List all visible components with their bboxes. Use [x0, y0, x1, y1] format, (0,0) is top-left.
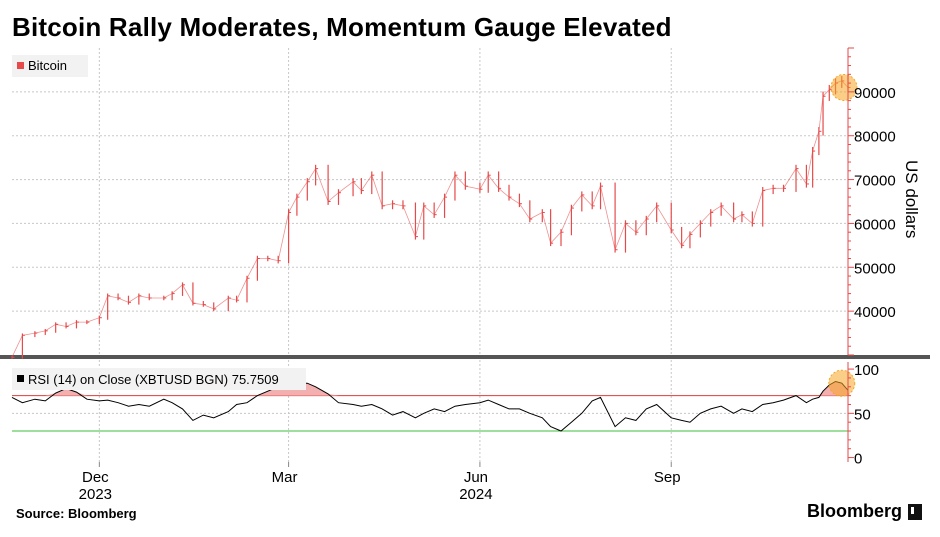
rsi-tick-label: 0	[854, 451, 862, 468]
rsi-series	[11, 369, 856, 432]
x-tick-label: Sep	[654, 469, 681, 486]
rsi-line	[11, 380, 849, 432]
brand-logo: Bloomberg	[807, 501, 922, 522]
chart-title: Bitcoin Rally Moderates, Momentum Gauge …	[12, 12, 672, 42]
rsi-legend-label: RSI (14) on Close (XBTUSD BGN) 75.7509	[28, 372, 279, 387]
x-tick-label: Dec	[82, 469, 109, 486]
price-legend-box	[12, 55, 88, 77]
grid	[0, 48, 930, 462]
labels: 40000 50000 60000 70000 80000 90000 0 50 100 US d…	[12, 55, 921, 503]
axes	[98, 47, 854, 467]
price-tick-label: 40000	[854, 304, 896, 321]
x-tick-label: Mar	[272, 469, 298, 486]
rsi-tick-label: 50	[854, 406, 871, 423]
price-tick-label: 70000	[854, 173, 896, 190]
source-note: Source: Bloomberg	[16, 506, 137, 521]
price-tick-label: 50000	[854, 260, 896, 277]
rsi-highlight-marker	[828, 369, 856, 397]
price-tick-label: 60000	[854, 216, 896, 233]
price-series	[11, 73, 858, 359]
rsi-legend-box	[12, 368, 306, 390]
price-legend-label: Bitcoin	[28, 58, 67, 73]
x-tick-label: Jun	[464, 469, 488, 486]
price-tick-label: 90000	[854, 85, 896, 102]
price-y-axis-title: US dollars	[902, 160, 921, 238]
price-tick-label: 80000	[854, 129, 896, 146]
panel-separator	[0, 355, 930, 359]
price-line	[11, 80, 849, 358]
x-tick-year-label: 2023	[79, 486, 112, 503]
rsi-legend-swatch	[17, 375, 24, 382]
price-highlight-marker	[830, 73, 858, 101]
x-tick-year-label: 2024	[459, 486, 492, 503]
brand-name: Bloomberg	[806, 501, 902, 521]
rsi-tick-label: 100	[854, 362, 879, 379]
bloomberg-terminal-icon	[908, 503, 922, 520]
price-legend-swatch	[17, 62, 24, 69]
